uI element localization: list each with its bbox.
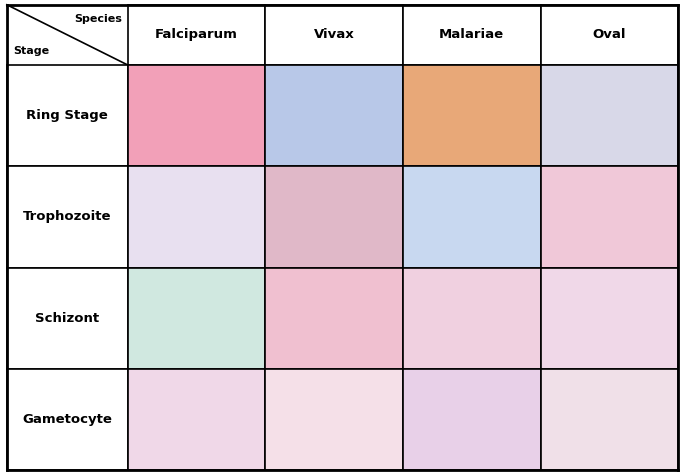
- Text: Gametocyte: Gametocyte: [23, 413, 112, 426]
- Text: Stage: Stage: [13, 46, 49, 56]
- Text: Species: Species: [74, 14, 122, 24]
- Text: Trophozoite: Trophozoite: [23, 210, 112, 223]
- Text: Ring Stage: Ring Stage: [27, 109, 108, 122]
- Text: Falciparum: Falciparum: [155, 28, 238, 41]
- Text: Schizont: Schizont: [35, 312, 99, 325]
- Text: Oval: Oval: [593, 28, 626, 41]
- Text: Malariae: Malariae: [439, 28, 504, 41]
- Text: Vivax: Vivax: [314, 28, 354, 41]
